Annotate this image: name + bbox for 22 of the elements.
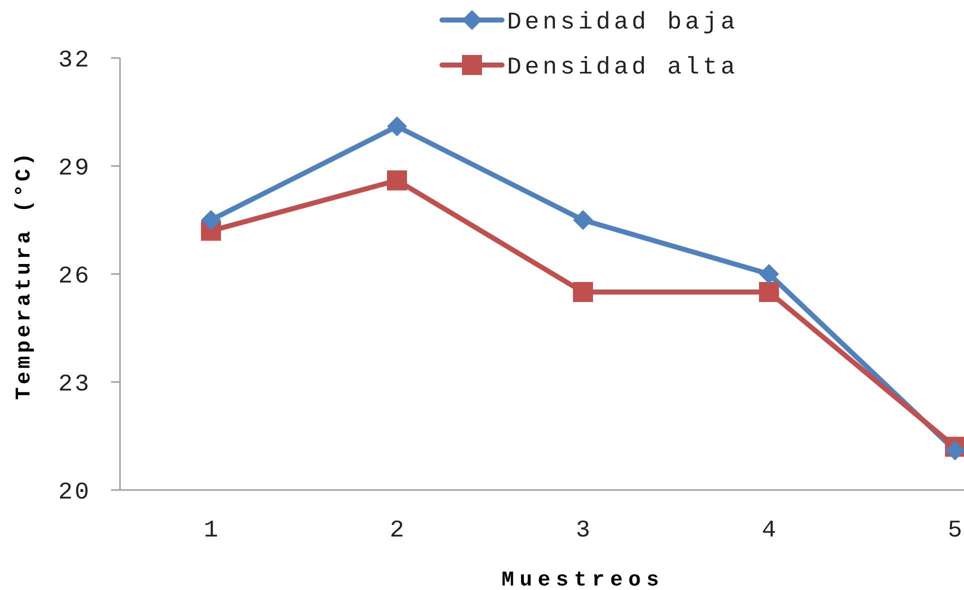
y-tick-label: 32 (58, 47, 91, 74)
x-tick-label: 1 (204, 517, 218, 544)
y-axis-title: Temperatura (°C) (13, 150, 36, 400)
x-axis-title: Muestreos (502, 569, 664, 590)
point (573, 282, 593, 302)
x-tick-label: 2 (390, 517, 404, 544)
point (759, 264, 779, 284)
y-tick-label: 20 (58, 479, 91, 506)
point (759, 282, 779, 302)
point (387, 116, 407, 136)
point (945, 440, 964, 460)
x-tick-label: 4 (762, 517, 776, 544)
y-tick-label: 23 (58, 371, 91, 398)
legend-label: Densidad alta (507, 54, 738, 82)
y-tick-label: 26 (58, 263, 91, 290)
point (201, 210, 221, 230)
point (573, 210, 593, 230)
x-tick-label: 3 (576, 517, 590, 544)
y-tick-label: 29 (58, 155, 91, 182)
x-tick-label: 5 (948, 517, 962, 544)
point (387, 170, 407, 190)
legend-label: Densidad baja (507, 9, 738, 36)
